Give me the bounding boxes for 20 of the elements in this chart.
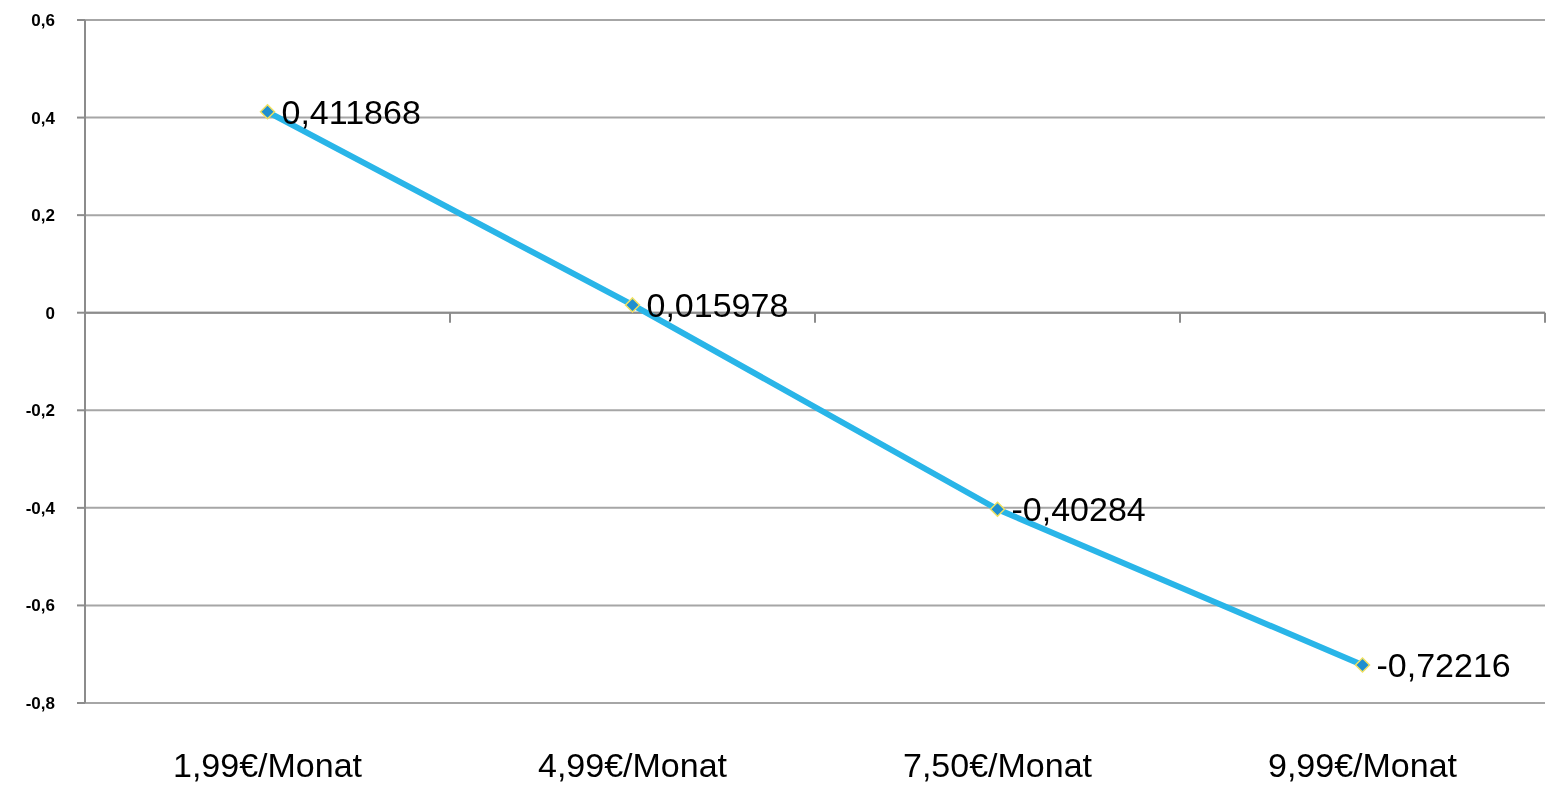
point [624, 297, 641, 313]
data-label: 0,411868 [281, 92, 421, 131]
y-tick-label: -0,8 [25, 693, 55, 713]
point [989, 501, 1006, 517]
point [1354, 657, 1371, 673]
point [259, 104, 276, 120]
x-tick-label: 7,50€/Monat [902, 745, 1093, 784]
data-label: -0,72216 [1376, 645, 1511, 684]
data-label: 0,015978 [646, 285, 789, 324]
y-tick-label: -0,6 [25, 596, 55, 616]
y-tick-label: 0 [45, 303, 55, 323]
x-tick-label: 1,99€/Monat [172, 745, 363, 784]
y-tick-label: 0,2 [31, 206, 55, 226]
y-tick-label: -0,4 [25, 498, 56, 518]
y-tick-label: -0,2 [25, 401, 55, 421]
y-tick-label: 0,6 [31, 10, 55, 30]
x-tick-label: 9,99€/Monat [1267, 745, 1458, 784]
x-tick-label: 4,99€/Monat [537, 745, 728, 784]
y-tick-label: 0,4 [31, 108, 56, 128]
data-label: -0,40284 [1011, 490, 1146, 529]
